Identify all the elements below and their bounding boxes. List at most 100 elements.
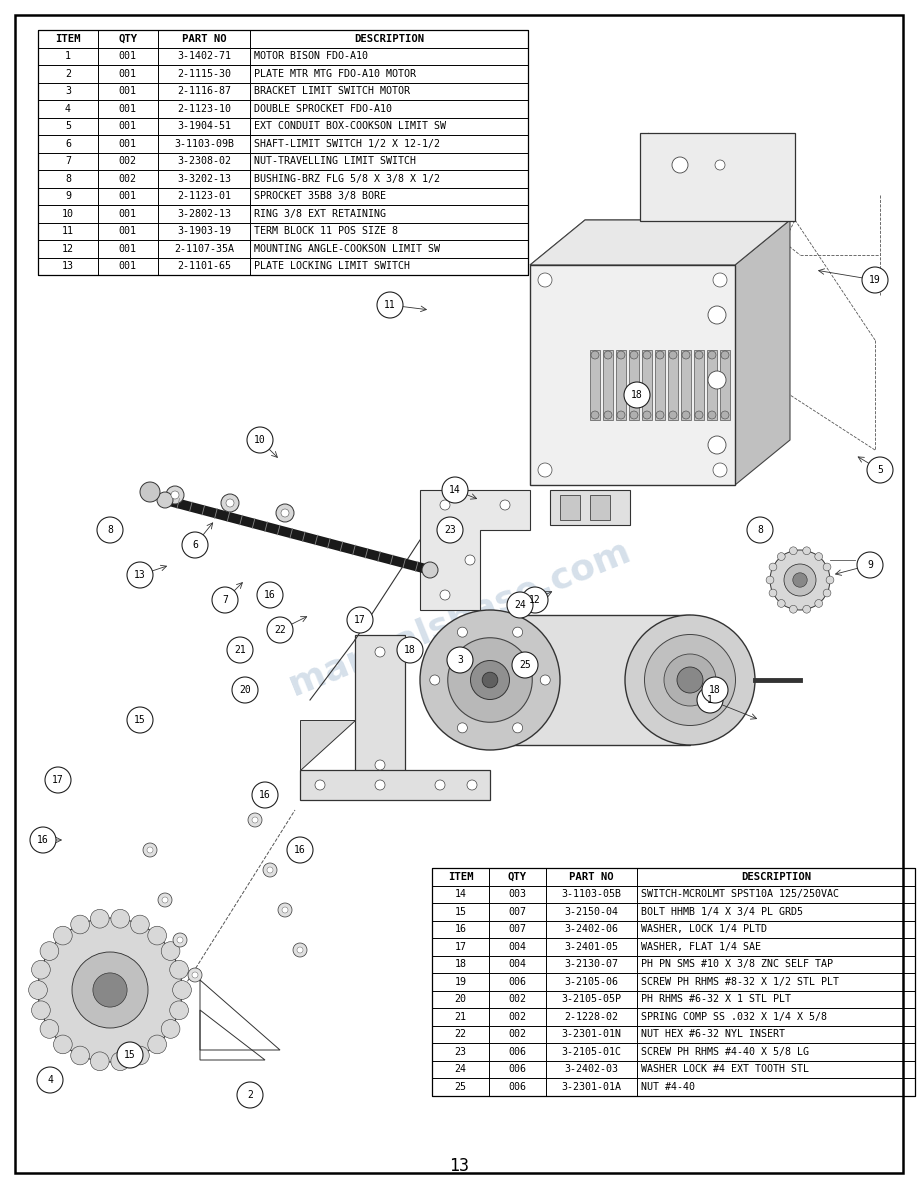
Circle shape [31, 1001, 50, 1019]
Circle shape [282, 906, 288, 914]
Circle shape [664, 655, 716, 706]
Circle shape [826, 576, 834, 583]
Circle shape [708, 436, 726, 454]
Text: 001: 001 [118, 87, 137, 96]
Circle shape [40, 1019, 59, 1038]
Circle shape [857, 552, 883, 579]
Circle shape [267, 617, 293, 643]
Circle shape [672, 157, 688, 173]
Bar [640, 133, 795, 221]
Circle shape [767, 576, 774, 583]
Text: 18: 18 [632, 390, 643, 400]
Text: 2-1123-01: 2-1123-01 [177, 191, 231, 201]
Circle shape [232, 677, 258, 703]
Text: 001: 001 [118, 121, 137, 131]
Circle shape [625, 615, 755, 745]
Circle shape [173, 933, 187, 947]
Text: 2: 2 [247, 1091, 253, 1100]
Circle shape [166, 486, 184, 504]
Circle shape [669, 411, 677, 419]
Text: 12: 12 [62, 244, 74, 254]
Circle shape [188, 968, 202, 982]
Circle shape [53, 927, 73, 944]
Circle shape [287, 838, 313, 862]
Text: 2-1116-87: 2-1116-87 [177, 87, 231, 96]
Text: 10: 10 [254, 435, 266, 446]
Text: 002: 002 [118, 157, 137, 166]
Circle shape [617, 411, 625, 419]
Circle shape [28, 980, 48, 999]
Circle shape [769, 563, 777, 571]
Text: 001: 001 [118, 69, 137, 78]
Text: WASHER, FLAT 1/4 SAE: WASHER, FLAT 1/4 SAE [641, 942, 761, 952]
Text: 3-3202-13: 3-3202-13 [177, 173, 231, 184]
Text: 13: 13 [449, 1157, 469, 1175]
Text: 21: 21 [234, 645, 246, 655]
Text: SPROCKET 35B8 3/8 BORE: SPROCKET 35B8 3/8 BORE [254, 191, 386, 201]
Text: 12: 12 [529, 595, 541, 605]
Text: 003: 003 [509, 890, 527, 899]
Text: 15: 15 [134, 715, 146, 725]
Polygon shape [735, 220, 790, 485]
Circle shape [695, 350, 703, 359]
Circle shape [281, 508, 289, 517]
Circle shape [71, 915, 89, 934]
Circle shape [53, 1035, 73, 1054]
Circle shape [465, 555, 475, 565]
Text: 13: 13 [134, 570, 146, 580]
Circle shape [227, 637, 253, 663]
Circle shape [38, 918, 182, 1062]
Text: 16: 16 [294, 845, 306, 855]
Circle shape [522, 587, 548, 613]
Circle shape [715, 160, 725, 170]
Text: 7: 7 [222, 595, 228, 605]
Circle shape [375, 760, 385, 770]
Circle shape [682, 411, 690, 419]
Text: 3: 3 [457, 655, 463, 665]
Circle shape [448, 638, 532, 722]
Text: 3-1904-51: 3-1904-51 [177, 121, 231, 131]
Circle shape [604, 411, 612, 419]
Circle shape [802, 606, 811, 613]
Text: QTY: QTY [118, 33, 138, 44]
Text: 002: 002 [509, 1029, 527, 1040]
Circle shape [147, 847, 153, 853]
Circle shape [278, 903, 292, 917]
Text: EXT CONDUIT BOX-COOKSON LIMIT SW: EXT CONDUIT BOX-COOKSON LIMIT SW [254, 121, 446, 131]
Text: 006: 006 [509, 1047, 527, 1057]
Text: 25: 25 [454, 1082, 466, 1092]
Text: 1: 1 [707, 695, 713, 704]
Text: 16: 16 [259, 790, 271, 800]
Text: 13: 13 [62, 261, 74, 271]
Circle shape [148, 1035, 166, 1054]
Text: 3-1103-09B: 3-1103-09B [174, 139, 234, 148]
Bar [720, 350, 730, 421]
Text: BOLT HHMB 1/4 X 3/4 PL GRD5: BOLT HHMB 1/4 X 3/4 PL GRD5 [641, 906, 803, 917]
Circle shape [267, 867, 273, 873]
Text: 3-2401-05: 3-2401-05 [565, 942, 619, 952]
Text: 9: 9 [65, 191, 71, 201]
Text: 22: 22 [454, 1029, 466, 1040]
Polygon shape [300, 720, 355, 770]
Text: 23: 23 [454, 1047, 466, 1057]
Circle shape [778, 552, 785, 561]
Circle shape [604, 350, 612, 359]
Text: 5: 5 [877, 465, 883, 475]
Circle shape [440, 590, 450, 600]
Text: 6: 6 [192, 541, 198, 550]
Bar [616, 350, 626, 421]
Text: 17: 17 [52, 775, 64, 785]
Circle shape [643, 411, 651, 419]
Text: 3-2301-01A: 3-2301-01A [562, 1082, 621, 1092]
Text: 8: 8 [757, 525, 763, 535]
Text: BUSHING-BRZ FLG 5/8 X 3/8 X 1/2: BUSHING-BRZ FLG 5/8 X 3/8 X 1/2 [254, 173, 441, 184]
Text: 001: 001 [118, 209, 137, 219]
Bar [707, 350, 717, 421]
Text: 24: 24 [454, 1064, 466, 1074]
Text: NUT #4-40: NUT #4-40 [641, 1082, 695, 1092]
Text: 14: 14 [454, 890, 466, 899]
Text: 2-1101-65: 2-1101-65 [177, 261, 231, 271]
Circle shape [643, 350, 651, 359]
Text: 001: 001 [118, 226, 137, 236]
Circle shape [708, 350, 716, 359]
